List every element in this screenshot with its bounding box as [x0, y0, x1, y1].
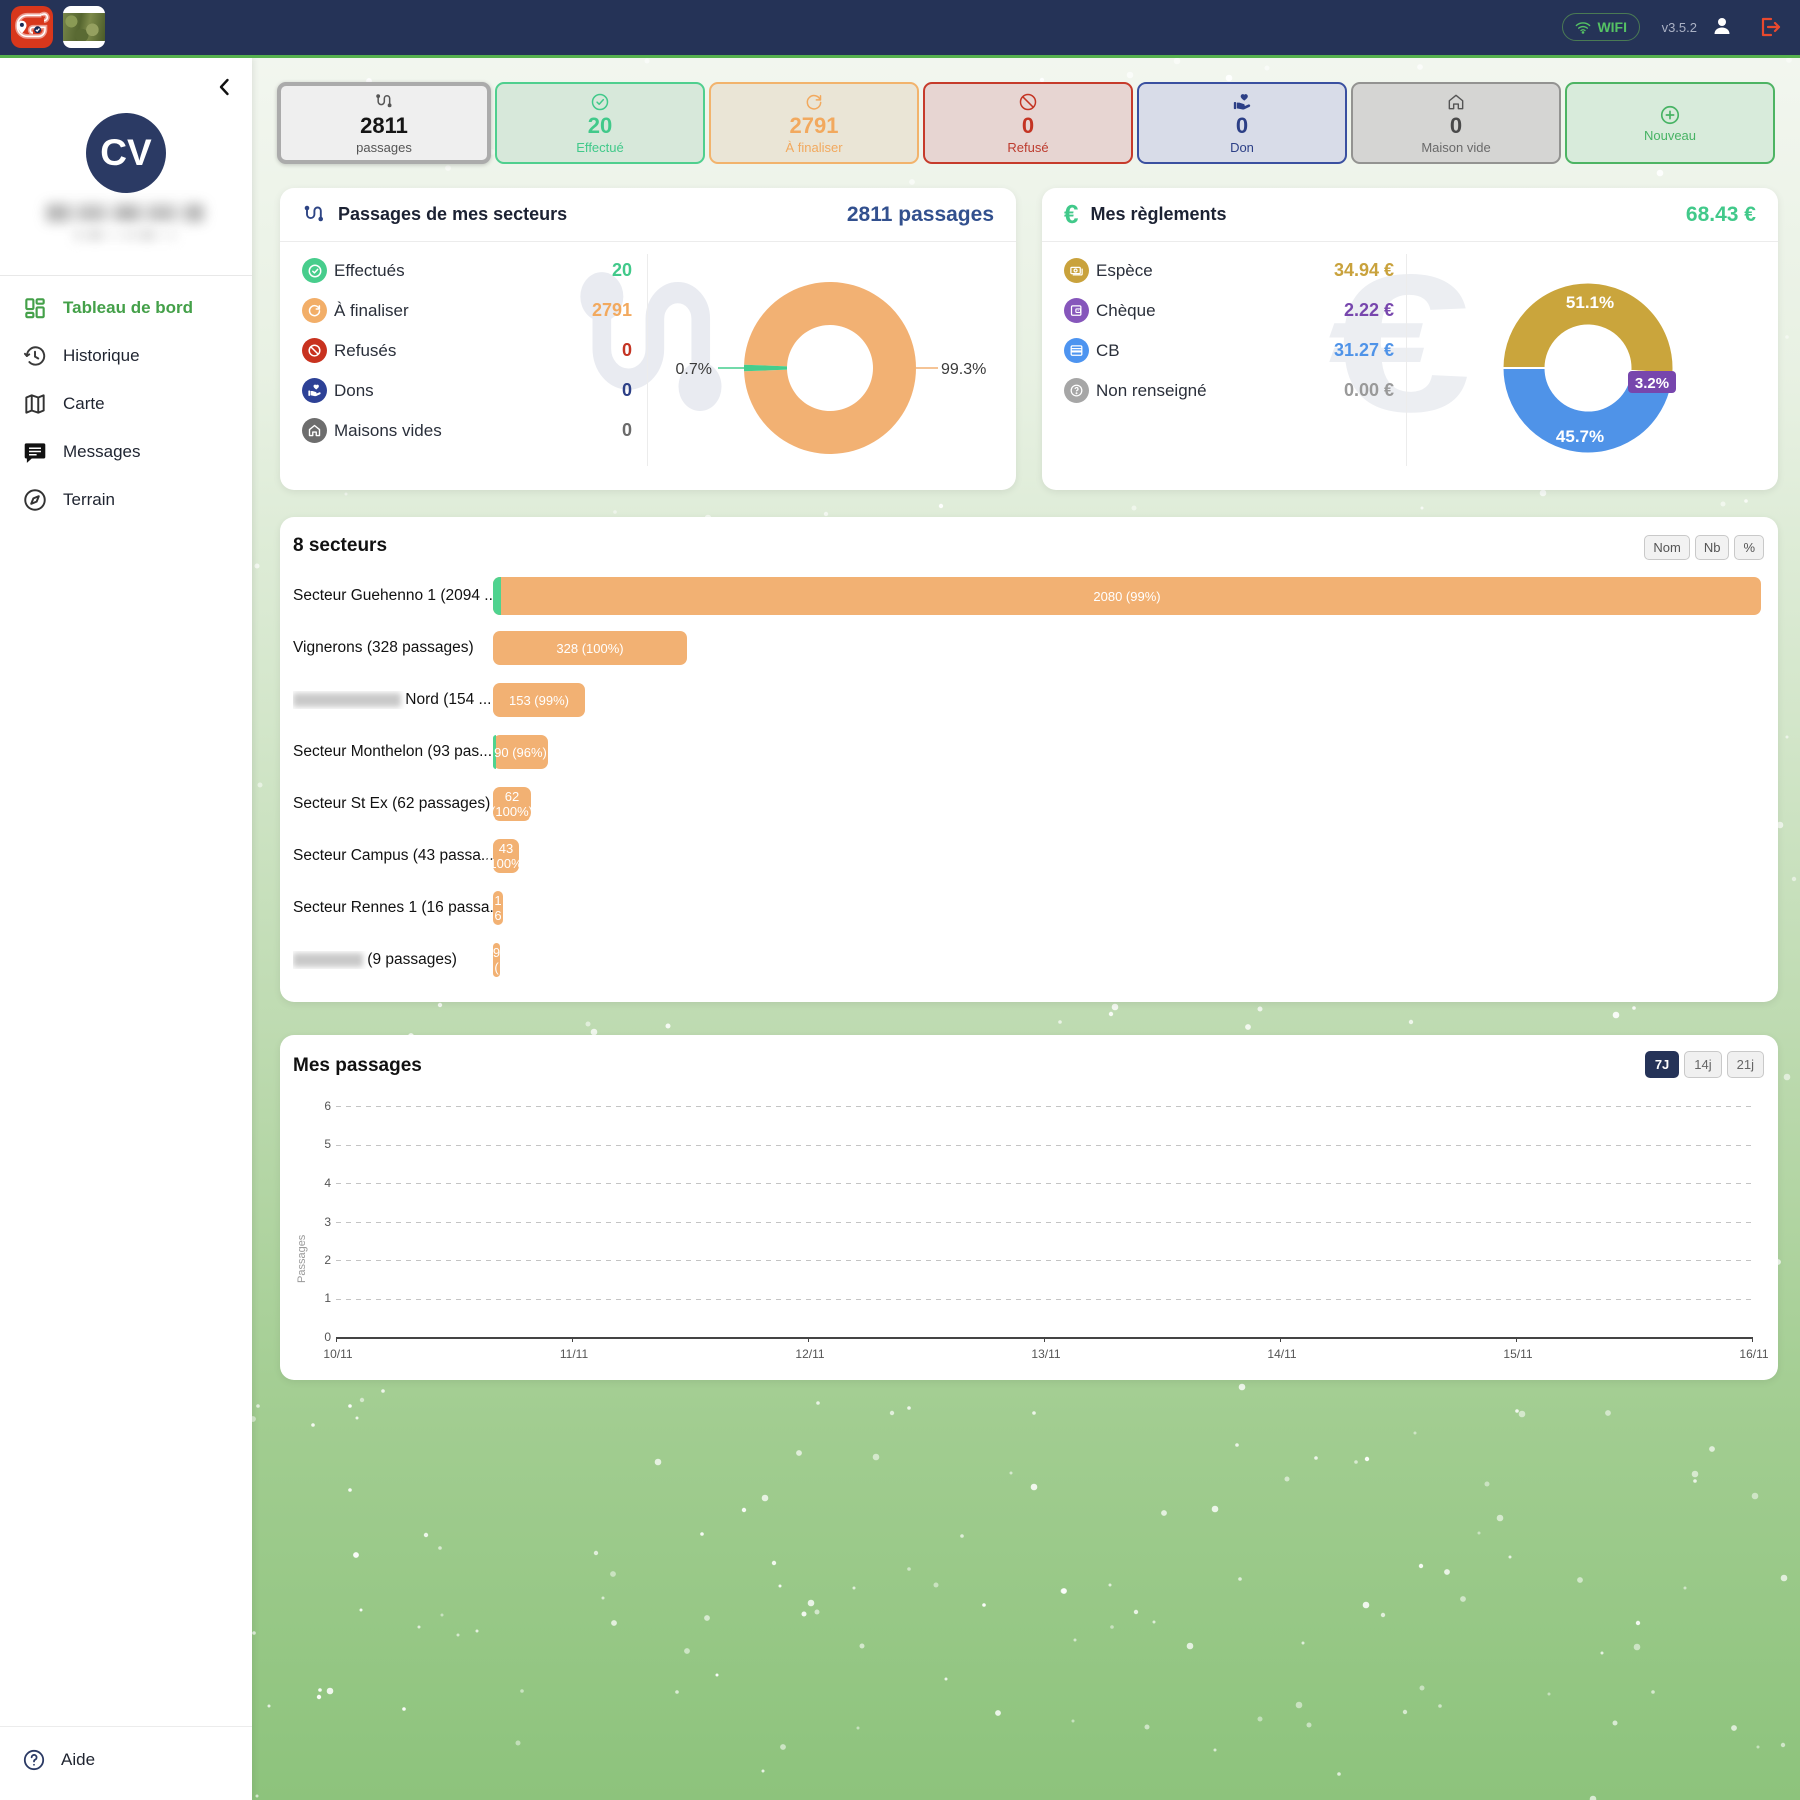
- svg-text:0.7%: 0.7%: [676, 361, 712, 378]
- svg-text:99.3%: 99.3%: [941, 361, 986, 378]
- svg-text:3.2%: 3.2%: [1635, 375, 1669, 392]
- svg-text:51.1%: 51.1%: [1566, 293, 1614, 312]
- svg-text:45.7%: 45.7%: [1556, 427, 1604, 446]
